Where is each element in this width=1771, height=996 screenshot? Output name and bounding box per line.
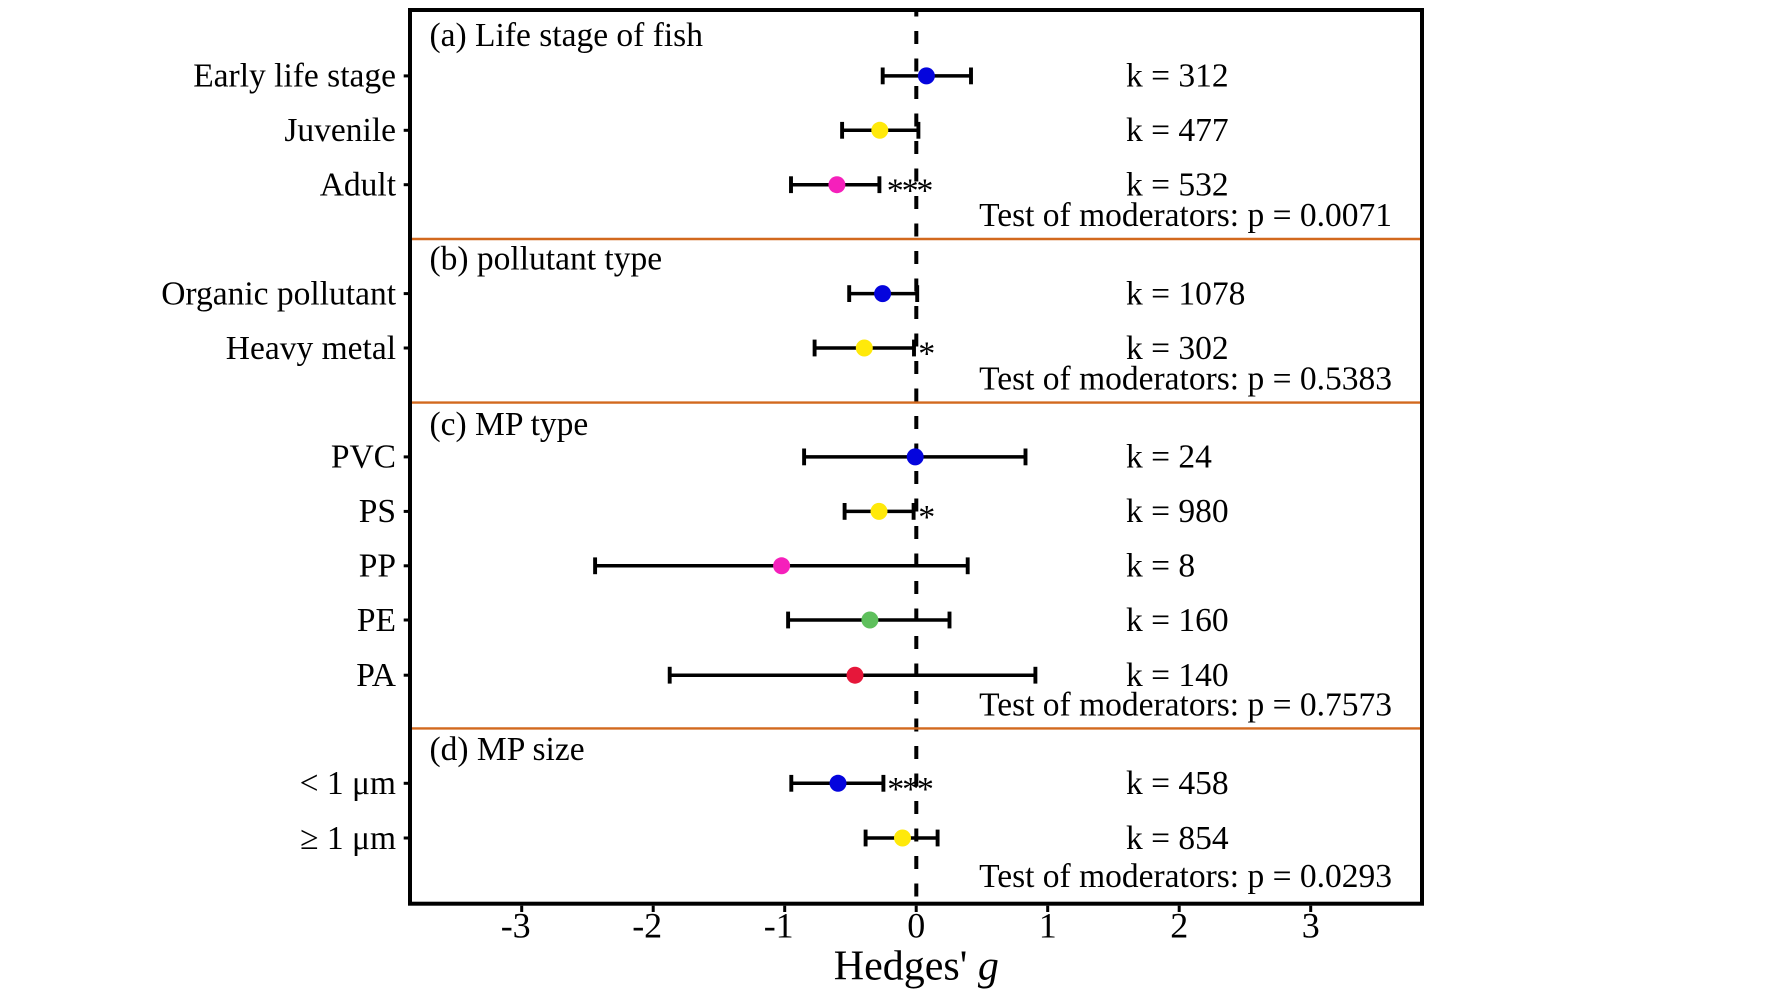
svg-text:k = 854: k = 854 xyxy=(1126,820,1229,857)
svg-text:k = 8: k = 8 xyxy=(1126,548,1195,585)
svg-text:k = 312: k = 312 xyxy=(1126,58,1229,95)
svg-text:PVC: PVC xyxy=(331,439,396,476)
svg-text:Organic pollutant: Organic pollutant xyxy=(161,275,396,312)
svg-text:-3: -3 xyxy=(501,905,531,945)
svg-text:Test of moderators: p = 0.0293: Test of moderators: p = 0.0293 xyxy=(979,858,1392,895)
svg-text:k = 160: k = 160 xyxy=(1126,602,1229,639)
svg-text:-2: -2 xyxy=(632,905,662,945)
svg-text:PE: PE xyxy=(357,602,396,639)
svg-text:PS: PS xyxy=(359,493,396,530)
svg-text:k = 24: k = 24 xyxy=(1126,439,1212,476)
svg-text:(b) pollutant type: (b) pollutant type xyxy=(430,240,663,277)
svg-text:1: 1 xyxy=(1039,905,1057,945)
svg-text:PP: PP xyxy=(359,548,396,585)
svg-text:***: *** xyxy=(887,771,933,808)
svg-text:***: *** xyxy=(887,172,933,209)
svg-text:Adult: Adult xyxy=(320,167,397,204)
svg-text:Juvenile: Juvenile xyxy=(284,112,396,149)
svg-text:2: 2 xyxy=(1170,905,1188,945)
svg-text:k = 980: k = 980 xyxy=(1126,493,1229,530)
svg-text:*: * xyxy=(918,336,934,373)
svg-text:(c) MP type: (c) MP type xyxy=(430,406,589,443)
svg-text:Heavy metal: Heavy metal xyxy=(226,330,396,367)
svg-text:Early life stage: Early life stage xyxy=(193,58,396,95)
svg-text:Hedges' g: Hedges' g xyxy=(834,944,999,990)
svg-text:(a) Life stage of fish: (a) Life stage of fish xyxy=(430,17,704,54)
svg-text:k = 532: k = 532 xyxy=(1126,167,1229,204)
svg-text:Test of moderators: p = 0.5383: Test of moderators: p = 0.5383 xyxy=(979,361,1392,398)
svg-text:k = 1078: k = 1078 xyxy=(1126,275,1245,312)
svg-text:*: * xyxy=(918,499,934,536)
svg-text:0: 0 xyxy=(907,905,925,945)
svg-text:3: 3 xyxy=(1302,905,1320,945)
svg-text:k = 302: k = 302 xyxy=(1126,330,1229,367)
svg-text:PA: PA xyxy=(356,657,396,694)
svg-text:≥ 1 μm: ≥ 1 μm xyxy=(300,820,396,857)
svg-text:k = 477: k = 477 xyxy=(1126,112,1229,149)
svg-text:Test of moderators: p = 0.7573: Test of moderators: p = 0.7573 xyxy=(979,687,1392,724)
svg-text:Test of moderators: p = 0.0071: Test of moderators: p = 0.0071 xyxy=(979,197,1392,234)
svg-text:k = 140: k = 140 xyxy=(1126,657,1229,694)
svg-text:< 1 μm: < 1 μm xyxy=(300,765,396,802)
svg-text:-1: -1 xyxy=(764,905,794,945)
svg-text:k = 458: k = 458 xyxy=(1126,765,1229,802)
svg-text:(d) MP size: (d) MP size xyxy=(430,731,585,768)
